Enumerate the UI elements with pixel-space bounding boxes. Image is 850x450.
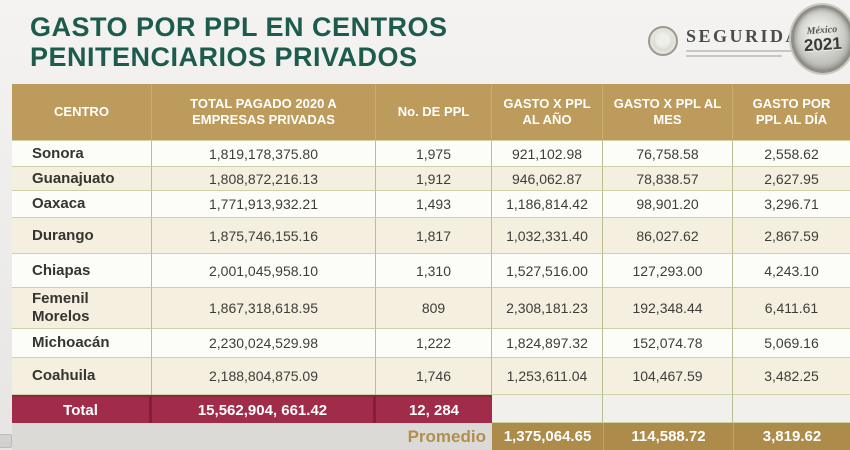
- value-cell: 6,411.61: [733, 288, 850, 329]
- government-eagle-seal-icon: [648, 26, 678, 56]
- total-row-label: Total: [12, 395, 152, 423]
- seguridad-wordmark: SEGURIDAD: [686, 26, 817, 46]
- column-header-gasto-dia: GASTO POR PPL AL DÍA: [733, 84, 850, 141]
- value-cell: 127,293.00: [603, 254, 733, 288]
- value-cell: 104,467.59: [603, 358, 733, 395]
- value-cell: 1,493: [376, 191, 492, 218]
- value-cell: 1,310: [376, 254, 492, 288]
- centro-cell: Michoacán: [12, 329, 152, 358]
- column-header-centro: CENTRO: [12, 84, 152, 141]
- value-cell: 1,819,178,375.80: [152, 141, 376, 167]
- value-cell: 2,001,045,958.10: [152, 254, 376, 288]
- value-cell: 921,102.98: [492, 141, 603, 167]
- promedio-row-spacer: [12, 423, 376, 450]
- value-cell: 5,069.16: [733, 329, 850, 358]
- centro-cell: Oaxaca: [12, 191, 152, 218]
- value-cell: 1,817: [376, 218, 492, 254]
- value-cell: 2,188,804,875.09: [152, 358, 376, 395]
- value-cell: 3,482.25: [733, 358, 850, 395]
- value-cell: 98,901.20: [603, 191, 733, 218]
- value-cell: 2,867.59: [733, 218, 850, 254]
- centro-cell: Chiapas: [12, 254, 152, 288]
- value-cell: 4,243.10: [733, 254, 850, 288]
- value-cell: 1,875,746,155.16: [152, 218, 376, 254]
- value-cell: 1,824,897.32: [492, 329, 603, 358]
- value-cell: 1,527,516.00: [492, 254, 603, 288]
- mexico-2021-badge: México 2021: [788, 2, 850, 76]
- promedio-gasto-dia-value: 3,819.62: [733, 423, 850, 450]
- value-cell: 1,253,611.04: [492, 358, 603, 395]
- column-header-no-ppl: No. DE PPL: [376, 84, 492, 141]
- total-row-empty-cell: [492, 395, 603, 423]
- value-cell: 2,308,181.23: [492, 288, 603, 329]
- value-cell: 1,222: [376, 329, 492, 358]
- value-cell: 1,808,872,216.13: [152, 167, 376, 191]
- seguridad-subtext-line: [686, 55, 782, 57]
- page-title: GASTO POR PPL EN CENTROS PENITENCIARIOS …: [30, 12, 448, 72]
- video-player-artifact: [0, 434, 12, 448]
- total-row-empty-cell: [603, 395, 733, 423]
- value-cell: 3,296.71: [733, 191, 850, 218]
- centro-cell: Coahuila: [12, 358, 152, 395]
- column-header-total-pagado: TOTAL PAGADO 2020 A EMPRESAS PRIVADAS: [152, 84, 376, 141]
- total-row-empty-cell: [733, 395, 850, 423]
- centro-cell: Guanajuato: [12, 167, 152, 191]
- value-cell: 2,230,024,529.98: [152, 329, 376, 358]
- gasto-ppl-table: CENTRO TOTAL PAGADO 2020 A EMPRESAS PRIV…: [12, 84, 850, 450]
- value-cell: 1,867,318,618.95: [152, 288, 376, 329]
- seguridad-subtext-line: [686, 50, 806, 52]
- promedio-row-label: Promedio: [376, 423, 492, 450]
- value-cell: 946,062.87: [492, 167, 603, 191]
- value-cell: 192,348.44: [603, 288, 733, 329]
- seguridad-logo: SEGURIDAD: [648, 26, 817, 57]
- value-cell: 809: [376, 288, 492, 329]
- value-cell: 152,074.78: [603, 329, 733, 358]
- value-cell: 1,032,331.40: [492, 218, 603, 254]
- value-cell: 2,627.95: [733, 167, 850, 191]
- centro-cell: Sonora: [12, 141, 152, 167]
- value-cell: 1,771,913,932.21: [152, 191, 376, 218]
- promedio-gasto-mes-value: 114,588.72: [603, 423, 733, 450]
- total-ppl-value: 12, 284: [376, 395, 492, 423]
- badge-year-label: 2021: [803, 33, 843, 55]
- value-cell: 78,838.57: [603, 167, 733, 191]
- value-cell: 1,186,814.42: [492, 191, 603, 218]
- centro-cell: Durango: [12, 218, 152, 254]
- centro-cell: Femenil Morelos: [12, 288, 152, 329]
- value-cell: 76,758.58: [603, 141, 733, 167]
- promedio-gasto-anio-value: 1,375,064.65: [492, 423, 603, 450]
- column-header-gasto-mes: GASTO X PPL AL MES: [603, 84, 733, 141]
- value-cell: 1,746: [376, 358, 492, 395]
- value-cell: 1,975: [376, 141, 492, 167]
- value-cell: 2,558.62: [733, 141, 850, 167]
- value-cell: 1,912: [376, 167, 492, 191]
- total-pagado-value: 15,562,904, 661.42: [152, 395, 376, 423]
- value-cell: 86,027.62: [603, 218, 733, 254]
- column-header-gasto-anio: GASTO X PPL AL AÑO: [492, 84, 603, 141]
